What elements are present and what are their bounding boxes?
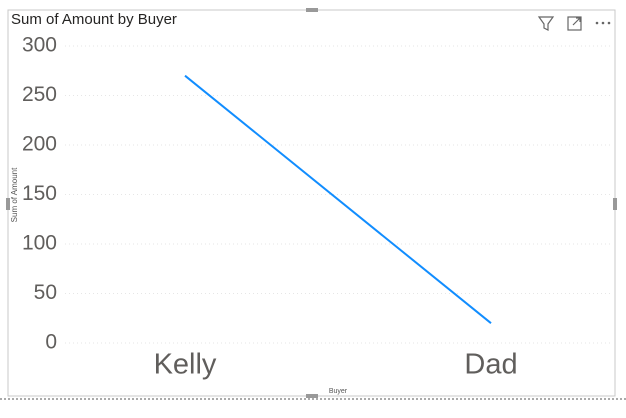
- more-options-icon[interactable]: [595, 21, 611, 25]
- resize-handle[interactable]: [6, 198, 10, 210]
- x-tick-label: Kelly: [154, 349, 217, 381]
- y-tick-label: 300: [22, 34, 57, 57]
- y-axis-title: Sum of Amount: [10, 167, 19, 222]
- y-tick-label: 50: [34, 281, 57, 304]
- x-tick-label: Dad: [464, 349, 517, 381]
- focus-mode-icon[interactable]: [567, 16, 582, 31]
- resize-handle[interactable]: [306, 394, 318, 398]
- y-tick-label: 250: [22, 83, 57, 106]
- line-series: [184, 74, 492, 324]
- y-tick-label: 0: [45, 331, 57, 354]
- y-tick-label: 150: [22, 182, 57, 205]
- y-tick-label: 200: [22, 133, 57, 156]
- chart-title: Sum of Amount by Buyer: [11, 11, 177, 28]
- x-axis-title: Buyer: [329, 388, 348, 395]
- filter-icon[interactable]: [537, 16, 555, 31]
- resize-handle[interactable]: [613, 198, 617, 210]
- y-tick-label: 100: [22, 232, 57, 255]
- visual-frame: [7, 9, 616, 397]
- resize-handle[interactable]: [306, 8, 318, 12]
